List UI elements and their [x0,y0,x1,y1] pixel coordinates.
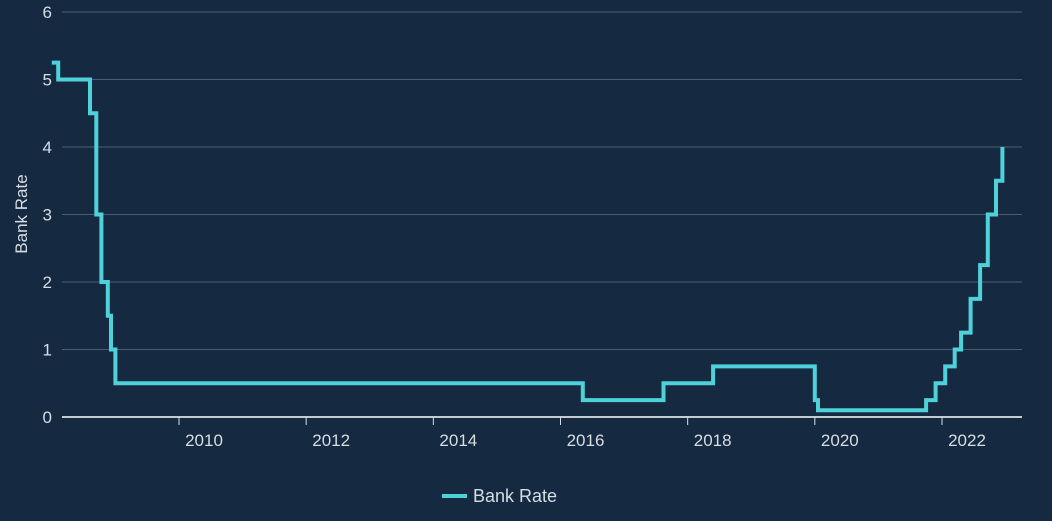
x-tick-label-2018: 2018 [694,431,732,450]
x-tick-label-2016: 2016 [567,431,605,450]
y-tick-label-6: 6 [43,3,52,22]
y-tick-label-2: 2 [43,273,52,292]
x-tick-label-2012: 2012 [312,431,350,450]
legend-label-bank-rate: Bank Rate [473,486,557,506]
series-line-bank-rate [51,60,1005,413]
x-tick-label-2020: 2020 [821,431,859,450]
x-tick-label-2014: 2014 [439,431,477,450]
x-tick-label-2022: 2022 [948,431,986,450]
y-axis-label: Bank Rate [12,174,31,253]
y-axis-ticks: 0 1 2 3 4 5 6 [43,3,52,427]
y-tick-label-1: 1 [43,341,52,360]
legend[interactable]: Bank Rate [442,486,557,506]
y-tick-label-5: 5 [43,71,52,90]
x-axis-ticks: 2010 2012 2014 2016 2018 2020 2022 [178,417,986,450]
y-tick-label-0: 0 [43,408,52,427]
x-tick-label-2010: 2010 [185,431,223,450]
y-tick-label-3: 3 [43,206,52,225]
y-tick-label-4: 4 [43,138,52,157]
grid [62,11,1022,418]
